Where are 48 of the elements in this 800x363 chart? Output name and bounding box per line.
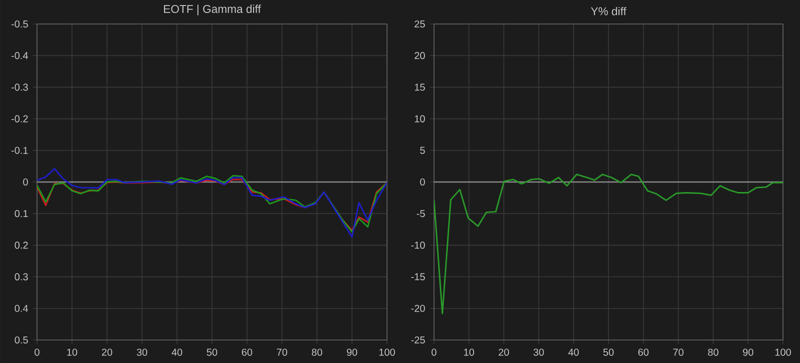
- x-tick-label: 60: [242, 348, 252, 356]
- y-tick-label: 0.3: [14, 273, 28, 280]
- y-tick-label: -25: [411, 336, 425, 344]
- line-series: [37, 168, 387, 238]
- y-tick-label: -15: [411, 273, 425, 280]
- line-series: [434, 174, 783, 314]
- x-tick-label: 100: [379, 348, 395, 356]
- y-tick-label: 5: [420, 146, 425, 154]
- x-tick-label: 40: [568, 348, 579, 356]
- x-tick-label: 30: [534, 348, 544, 356]
- x-tick-label: 0: [432, 348, 436, 356]
- x-tick-label: 10: [67, 348, 78, 356]
- chart-title: EOTF | Gamma diff: [164, 4, 261, 16]
- x-tick-label: 20: [498, 348, 509, 356]
- y-tick-label: -0.3: [12, 84, 28, 91]
- y-tick-label: 10: [414, 115, 425, 122]
- y-tick-label: -0.1: [12, 146, 28, 154]
- y-tick-label: 0.2: [14, 242, 28, 249]
- y-tick-label: 20: [414, 52, 425, 60]
- y-tick-label: 0.4: [14, 304, 28, 312]
- x-tick-label: 0: [34, 348, 40, 356]
- y-tick-label: -5: [416, 210, 425, 218]
- y-tick-label: 15: [414, 84, 425, 91]
- x-tick-label: 20: [102, 348, 112, 356]
- y-tick-label: -10: [411, 242, 425, 249]
- y-tick-label: 0.5: [14, 336, 28, 344]
- y-tick-label: 0: [420, 178, 425, 186]
- y-tick-label: -20: [411, 304, 425, 312]
- y-tick-label: -0.5: [12, 20, 28, 28]
- y-tick-label: 25: [414, 20, 425, 28]
- x-tick-label: 70: [276, 348, 288, 356]
- y-tick-label: 0.1: [14, 210, 28, 218]
- x-tick-label: 30: [136, 348, 148, 356]
- x-tick-label: 80: [312, 348, 322, 356]
- x-tick-label: 40: [172, 348, 182, 356]
- x-tick-label: 60: [638, 348, 649, 356]
- x-tick-label: 50: [206, 348, 218, 356]
- x-tick-label: 80: [708, 348, 718, 356]
- x-tick-label: 70: [673, 348, 684, 356]
- x-tick-label: 50: [603, 348, 614, 356]
- y-tick-label: 0: [23, 178, 28, 186]
- chart-title: Y% diff: [590, 6, 626, 16]
- y-tick-label: -0.2: [12, 115, 28, 122]
- y-tick-label: -0.4: [12, 52, 28, 60]
- x-tick-label: 90: [346, 348, 358, 356]
- x-tick-label: 10: [464, 348, 474, 356]
- x-tick-label: 90: [742, 348, 754, 356]
- x-tick-label: 100: [775, 348, 791, 356]
